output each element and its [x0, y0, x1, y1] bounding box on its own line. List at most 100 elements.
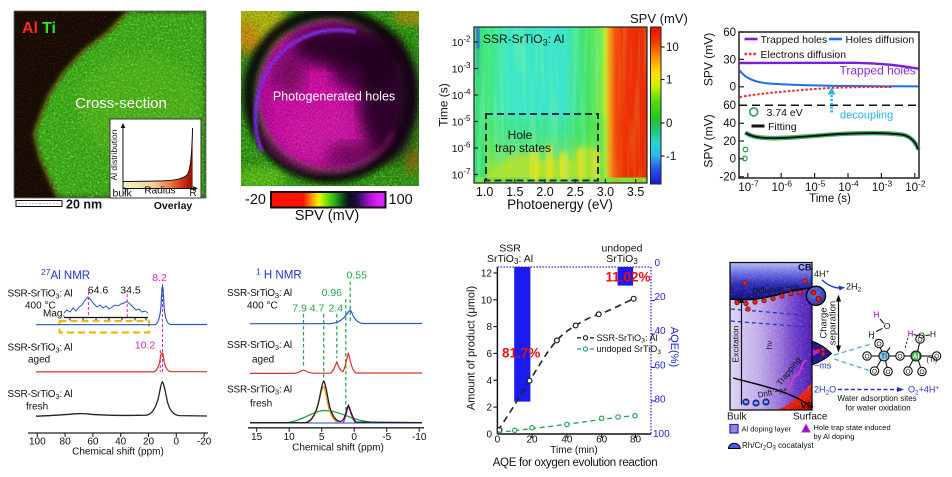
svg-text:SSR: SSR: [499, 243, 521, 255]
svg-text:trap states: trap states: [495, 141, 551, 155]
svg-text:SrTiO3: Al: SrTiO3: Al: [487, 253, 533, 266]
svg-text:O: O: [897, 353, 902, 360]
svg-text:Bulk: Bulk: [727, 412, 747, 423]
svg-text:Ti: Ti: [881, 354, 887, 361]
svg-text:Al doping layer: Al doping layer: [742, 425, 792, 434]
svg-text:hν: hν: [765, 341, 774, 349]
svg-text:SSR-SrTiO3: Al: SSR-SrTiO3: Al: [483, 32, 564, 48]
svg-text:6: 6: [486, 349, 492, 360]
svg-text:Holes diffusion: Holes diffusion: [846, 34, 915, 46]
svg-text:20: 20: [655, 292, 667, 303]
svg-text:O: O: [872, 368, 877, 375]
svg-text:AQE for oxygen evolution react: AQE for oxygen evolution reaction: [493, 457, 658, 469]
svg-text:20: 20: [723, 136, 736, 148]
svg-text:0: 0: [730, 154, 736, 166]
svg-text:60: 60: [723, 100, 736, 112]
svg-text:60: 60: [723, 27, 736, 39]
svg-text:Hole trap state induced: Hole trap state induced: [814, 423, 891, 432]
svg-text:Ti: Ti: [42, 20, 56, 37]
svg-text:40: 40: [115, 437, 127, 448]
svg-text:1 H NMR: 1 H NMR: [256, 267, 302, 282]
svg-text:Trapped holes: Trapped holes: [840, 64, 916, 78]
svg-text:SPV (mV): SPV (mV): [630, 11, 688, 26]
svg-text:Photoenergy (eV): Photoenergy (eV): [507, 197, 613, 212]
svg-text:5: 5: [319, 432, 325, 443]
svg-text:Electrons diffusion: Electrons diffusion: [761, 49, 847, 61]
svg-text:20: 20: [143, 437, 155, 448]
svg-text:Time (s): Time (s): [437, 83, 451, 127]
svg-text:H: H: [907, 329, 913, 339]
svg-text:SSR-SrTiO3: Al: SSR-SrTiO3: Al: [8, 343, 73, 355]
svg-text:80: 80: [630, 435, 642, 446]
svg-text:400 °C: 400 °C: [25, 301, 56, 312]
svg-text:0: 0: [495, 435, 501, 446]
svg-text:0: 0: [655, 258, 661, 269]
svg-text:Al distribution: Al distribution: [109, 129, 119, 180]
svg-text:10: 10: [481, 295, 493, 306]
svg-text:R: R: [189, 188, 196, 199]
svg-text:Charge: Charge: [819, 307, 830, 338]
svg-text:80: 80: [60, 437, 72, 448]
svg-text:0: 0: [122, 187, 127, 196]
svg-text:11.02%: 11.02%: [606, 270, 651, 285]
svg-text:0.55: 0.55: [346, 270, 367, 282]
svg-text:15: 15: [251, 432, 263, 443]
svg-text:H: H: [930, 329, 936, 339]
svg-text:81.7%: 81.7%: [502, 346, 540, 361]
svg-text:Cross-section: Cross-section: [75, 95, 167, 112]
svg-text:(Ti): (Ti): [927, 355, 938, 364]
svg-text:100: 100: [389, 192, 413, 208]
svg-text:SrTiO3: SrTiO3: [606, 253, 638, 266]
svg-text:Fitting: Fitting: [768, 121, 797, 133]
svg-text:Excitation: Excitation: [731, 325, 741, 362]
svg-text:SPV (mV): SPV (mV): [702, 114, 716, 167]
svg-text:Time (s): Time (s): [809, 193, 851, 205]
svg-text:O: O: [918, 331, 925, 341]
svg-text:100: 100: [29, 437, 46, 448]
svg-text:aged: aged: [28, 355, 50, 366]
svg-text:8.2: 8.2: [152, 272, 167, 284]
svg-text:2: 2: [486, 403, 492, 414]
svg-text:20 nm: 20 nm: [66, 198, 102, 212]
svg-text:O: O: [919, 369, 924, 376]
svg-text:Al: Al: [913, 354, 920, 361]
svg-text:Photogenerated holes: Photogenerated holes: [273, 90, 395, 104]
svg-text:20: 20: [526, 435, 538, 446]
svg-text:for water oxidation: for water oxidation: [845, 404, 910, 413]
svg-text:10: 10: [666, 42, 679, 54]
svg-text:by Al doping: by Al doping: [814, 432, 855, 441]
svg-text:2.4: 2.4: [328, 303, 343, 315]
svg-text:Hole: Hole: [508, 128, 533, 142]
svg-text:0: 0: [666, 118, 672, 130]
svg-text:60: 60: [87, 437, 99, 448]
svg-text:1.0: 1.0: [476, 185, 493, 199]
svg-text:SPV (mV): SPV (mV): [702, 33, 716, 86]
svg-text:3.0: 3.0: [597, 185, 614, 199]
svg-text:40: 40: [561, 435, 573, 446]
svg-text:4.7: 4.7: [310, 303, 325, 315]
svg-text:O: O: [917, 336, 922, 343]
svg-text:Amount of product (μmol): Amount of product (μmol): [466, 286, 478, 410]
svg-text:Water adsorption sites: Water adsorption sites: [837, 394, 916, 403]
svg-text:-20: -20: [245, 192, 266, 208]
svg-text:Surface: Surface: [793, 412, 828, 423]
svg-text:60: 60: [655, 360, 667, 371]
svg-text:0.96: 0.96: [322, 287, 343, 299]
svg-text:-20: -20: [719, 172, 736, 184]
svg-text:30: 30: [723, 54, 736, 66]
svg-text:O: O: [905, 368, 910, 375]
svg-text:10: 10: [284, 432, 296, 443]
svg-text:undoped SrTiO3: undoped SrTiO3: [597, 344, 662, 356]
svg-text:2.0: 2.0: [536, 185, 553, 199]
svg-text:Time (min): Time (min): [550, 445, 597, 456]
svg-text:Rh/Cr2O3 cocatalyst: Rh/Cr2O3 cocatalyst: [742, 441, 814, 452]
svg-text:~ms: ~ms: [814, 361, 832, 371]
svg-text:VB: VB: [801, 401, 814, 412]
svg-text:aged: aged: [252, 355, 274, 366]
svg-text:Al: Al: [22, 20, 38, 37]
svg-text:8: 8: [486, 322, 492, 333]
svg-text:4: 4: [486, 376, 492, 387]
svg-text:400 °C: 400 °C: [247, 301, 278, 312]
svg-text:O: O: [885, 369, 890, 376]
svg-text:40: 40: [723, 118, 736, 130]
